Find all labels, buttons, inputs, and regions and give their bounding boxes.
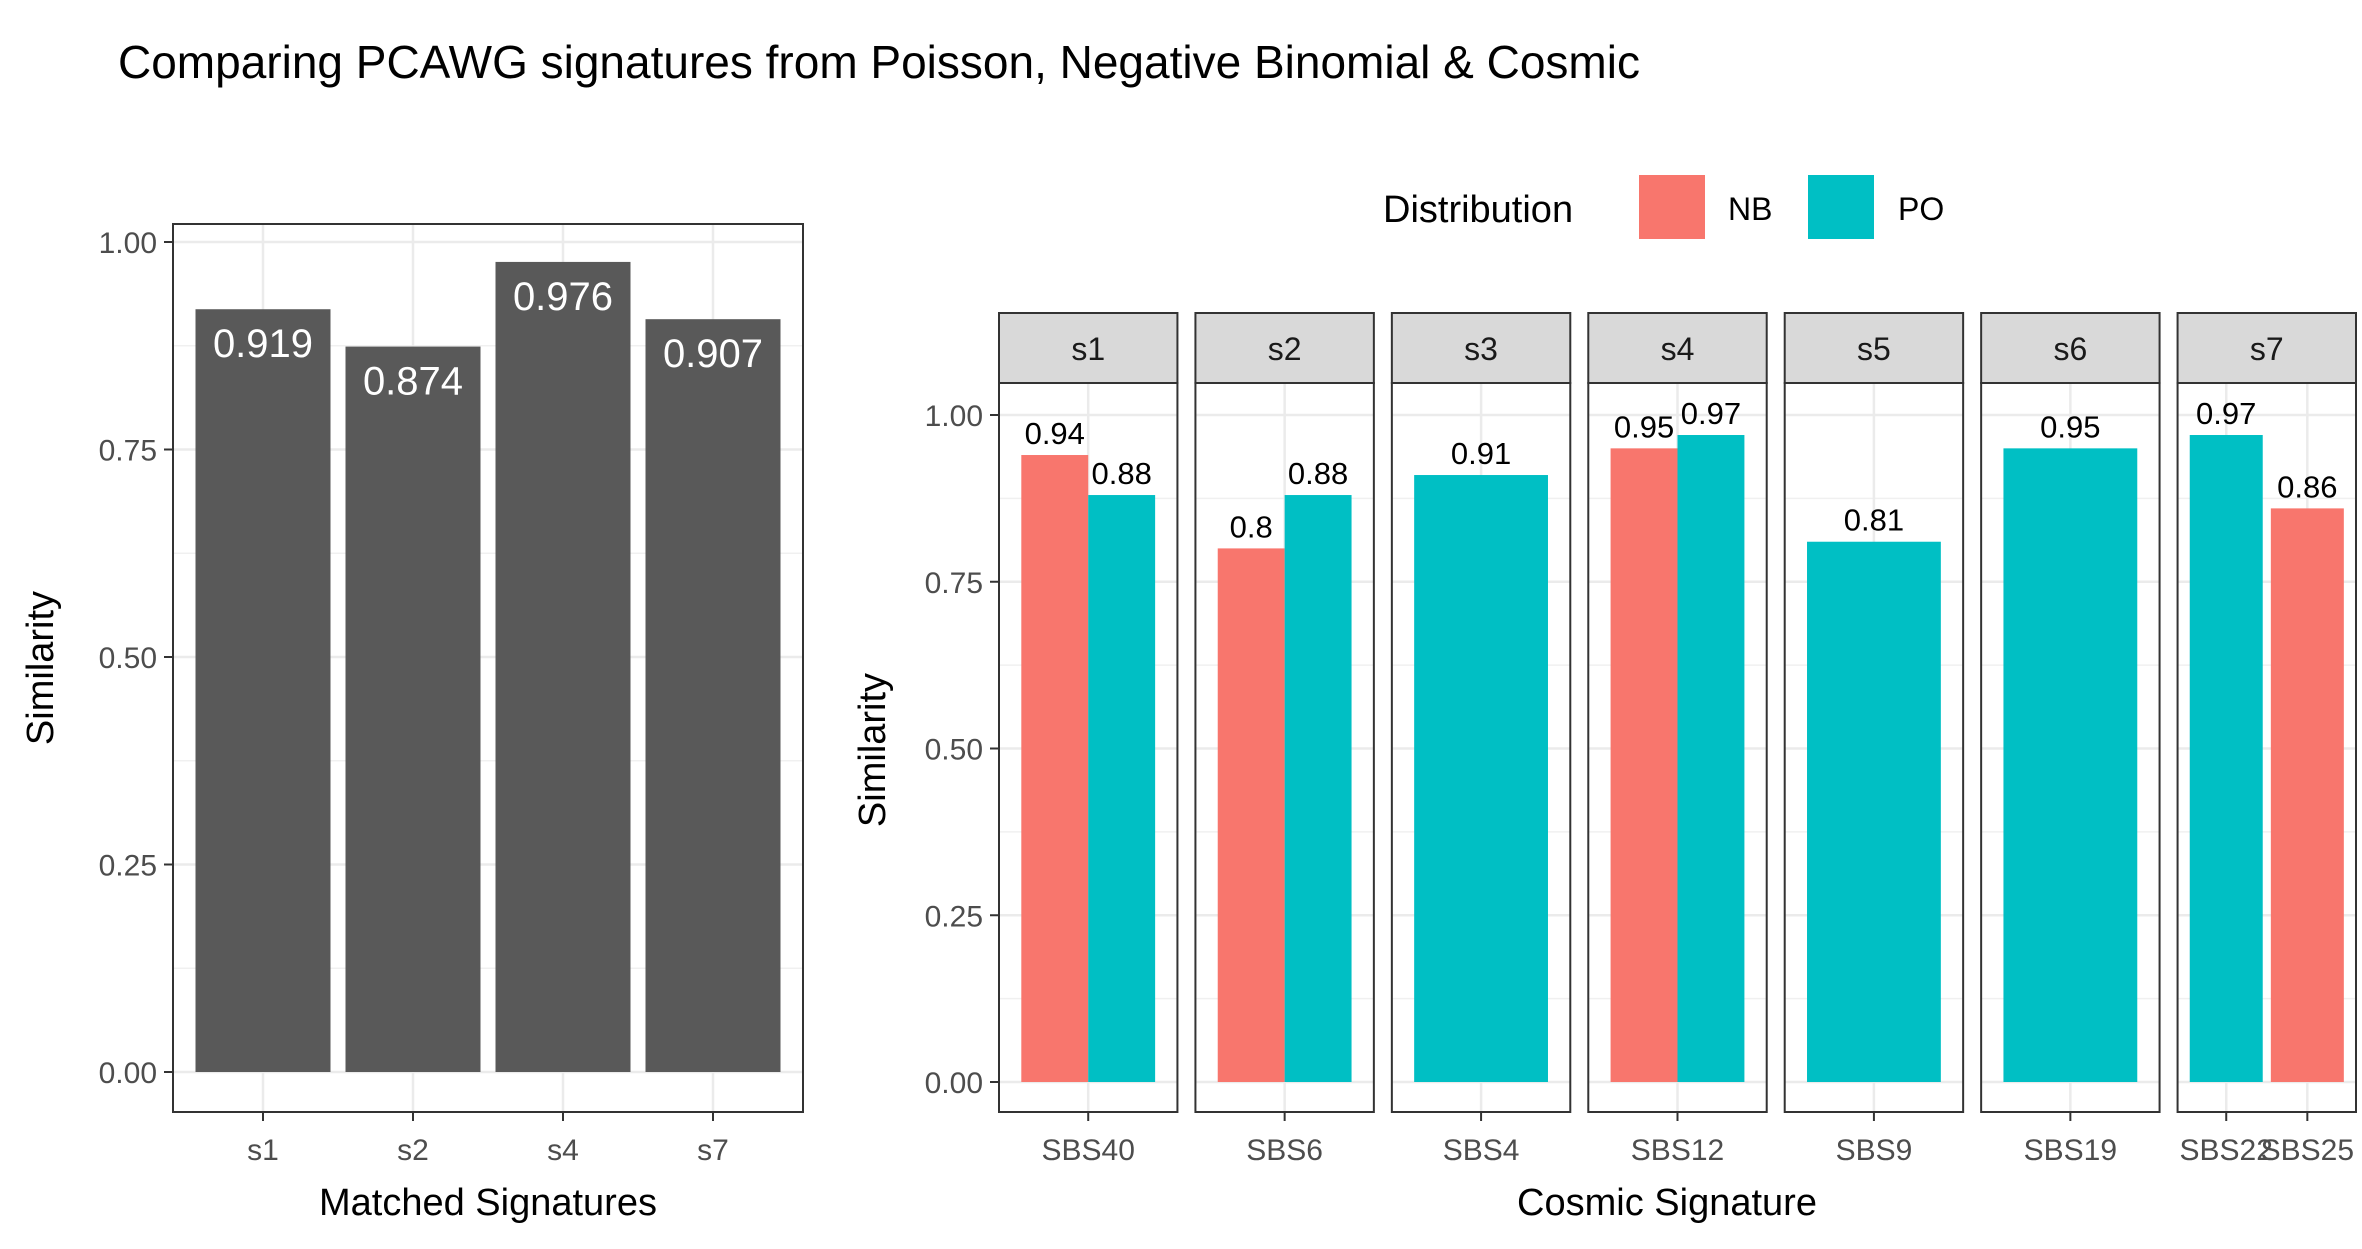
bar-value-label: 0.874 <box>363 360 463 404</box>
facet-strip-label: s5 <box>1857 331 1891 367</box>
bar-value-label: 0.8 <box>1230 509 1273 544</box>
facet-strip <box>1390 312 1572 384</box>
bar-SBS4-PO <box>1414 475 1548 1082</box>
left-x-axis-title: Matched Signatures <box>319 1182 657 1224</box>
facet-s4: 0.95 0.97 s4 SBS12 <box>1587 312 1768 1167</box>
bar-SBS22-PO <box>2189 435 2263 1082</box>
bar-value-label: 0.97 <box>2196 396 2256 431</box>
bar-s1 <box>195 309 331 1073</box>
legend-key-po <box>1808 175 1874 239</box>
chart-title: Comparing PCAWG signatures from Poisson,… <box>118 36 1640 88</box>
facet-x-tick-label: SBS22 <box>2180 1134 2273 1167</box>
bar-value-label: 0.95 <box>1614 409 1674 444</box>
bar-SBS6-PO <box>1284 495 1352 1082</box>
bar-SBS6-NB <box>1217 548 1285 1082</box>
left-x-tick-label: s1 <box>247 1134 279 1167</box>
facet-strip <box>1783 312 1965 384</box>
bar-value-label: 0.976 <box>513 275 613 319</box>
facet-strip-label: s2 <box>1268 331 1302 367</box>
right-x-axis-title: Cosmic Signature <box>1517 1182 1817 1224</box>
right-y-axis-title: Similarity <box>852 673 894 827</box>
facet-strip <box>2176 312 2358 384</box>
left-y-tick-label: 0.50 <box>99 642 157 675</box>
bar-value-label: 0.88 <box>1091 456 1151 491</box>
facet-s5: 0.81 s5 SBS9 <box>1783 312 1965 1167</box>
facet-s3: 0.91 s3 SBS4 <box>1390 312 1572 1167</box>
left-axes: 0.00 0.25 0.50 0.75 1.00 s1 s2 s4 s7 <box>99 227 729 1167</box>
facet-strip-label: s7 <box>2250 331 2284 367</box>
left-chart: 0.919 0.874 0.976 0.907 0.00 0.25 0.50 0.75 1.0… <box>20 223 804 1224</box>
facet-strip-label: s6 <box>2053 331 2087 367</box>
bar-value-label: 0.94 <box>1025 416 1085 451</box>
right-axes: 0.00 0.25 0.50 0.75 1.00 <box>925 400 999 1100</box>
legend: Distribution NB PO <box>1383 175 1944 239</box>
bar-SBS9-PO <box>1807 541 1941 1082</box>
bar-value-label: 0.919 <box>213 322 313 366</box>
bar-SBS12-PO <box>1677 435 1745 1082</box>
left-y-tick-label: 1.00 <box>99 227 157 260</box>
bar-value-label: 0.88 <box>1288 456 1348 491</box>
bar-SBS12-NB <box>1610 448 1678 1083</box>
right-y-tick-label: 0.25 <box>925 900 983 933</box>
left-x-tick-label: s7 <box>697 1134 729 1167</box>
bar-s4 <box>495 261 631 1072</box>
right-y-tick-label: 0.00 <box>925 1067 983 1100</box>
facet-x-tick-label: SBS19 <box>2024 1134 2117 1167</box>
facets: 0.940.88s1SBS400.80.88s2SBS60.91s3SBS40.… <box>998 312 2358 1167</box>
right-y-tick-label: 1.00 <box>925 400 983 433</box>
left-y-axis-title: Similarity <box>20 591 62 745</box>
legend-label-nb: NB <box>1728 191 1772 227</box>
right-y-tick-label: 0.75 <box>925 567 983 600</box>
facet-strip-label: s1 <box>1071 331 1105 367</box>
facet-strip <box>1980 312 2161 384</box>
bar-s7 <box>645 319 781 1072</box>
facet-strip-label: s4 <box>1661 331 1695 367</box>
left-y-tick-label: 0.00 <box>99 1057 157 1090</box>
left-bars: 0.919 0.874 0.976 0.907 <box>195 261 781 1073</box>
facet-strip <box>998 312 1179 384</box>
facet-x-tick-label: SBS12 <box>1631 1134 1724 1167</box>
facet-x-tick-label: SBS4 <box>1443 1134 1520 1167</box>
facet-strip <box>1587 312 1768 384</box>
facet-s1: 0.940.88 s1 SBS40 <box>998 312 1179 1167</box>
bar-s2 <box>345 346 481 1073</box>
bar-value-label: 0.95 <box>2040 409 2100 444</box>
right-y-tick-label: 0.50 <box>925 734 983 767</box>
facet-strip <box>1194 312 1375 384</box>
facet-x-tick-label: SBS6 <box>1246 1134 1323 1167</box>
facet-strip-label: s3 <box>1464 331 1498 367</box>
legend-key-nb <box>1639 175 1705 239</box>
left-y-tick-label: 0.25 <box>99 850 157 883</box>
left-x-tick-label: s4 <box>547 1134 579 1167</box>
facet-s6: 0.95 s6 SBS19 <box>1980 312 2161 1167</box>
legend-title: Distribution <box>1383 189 1573 231</box>
bar-value-label: 0.91 <box>1451 436 1511 471</box>
right-chart: 0.000.250.500.751.00 0.940.88s1SBS400.80… <box>852 312 2358 1224</box>
bar-SBS40-NB <box>1021 455 1089 1082</box>
left-y-tick-label: 0.75 <box>99 435 157 468</box>
bar-SBS25-NB <box>2270 508 2344 1082</box>
left-x-tick-label: s2 <box>397 1134 429 1167</box>
facet-x-tick-label: SBS40 <box>1042 1134 1135 1167</box>
facet-x-tick-label: SBS25 <box>2261 1134 2354 1167</box>
left-panel-border <box>172 223 804 1113</box>
bar-value-label: 0.86 <box>2277 469 2337 504</box>
facet-s2: 0.8 0.88 s2 SBS6 <box>1194 312 1375 1167</box>
bar-value-label: 0.81 <box>1844 503 1904 538</box>
facet-x-tick-label: SBS9 <box>1836 1134 1913 1167</box>
bar-SBS19-PO <box>2003 448 2138 1083</box>
bar-value-label: 0.907 <box>663 332 763 376</box>
legend-label-po: PO <box>1898 191 1944 227</box>
bar-SBS40-PO <box>1088 495 1156 1082</box>
bar-value-label: 0.97 <box>1681 396 1741 431</box>
